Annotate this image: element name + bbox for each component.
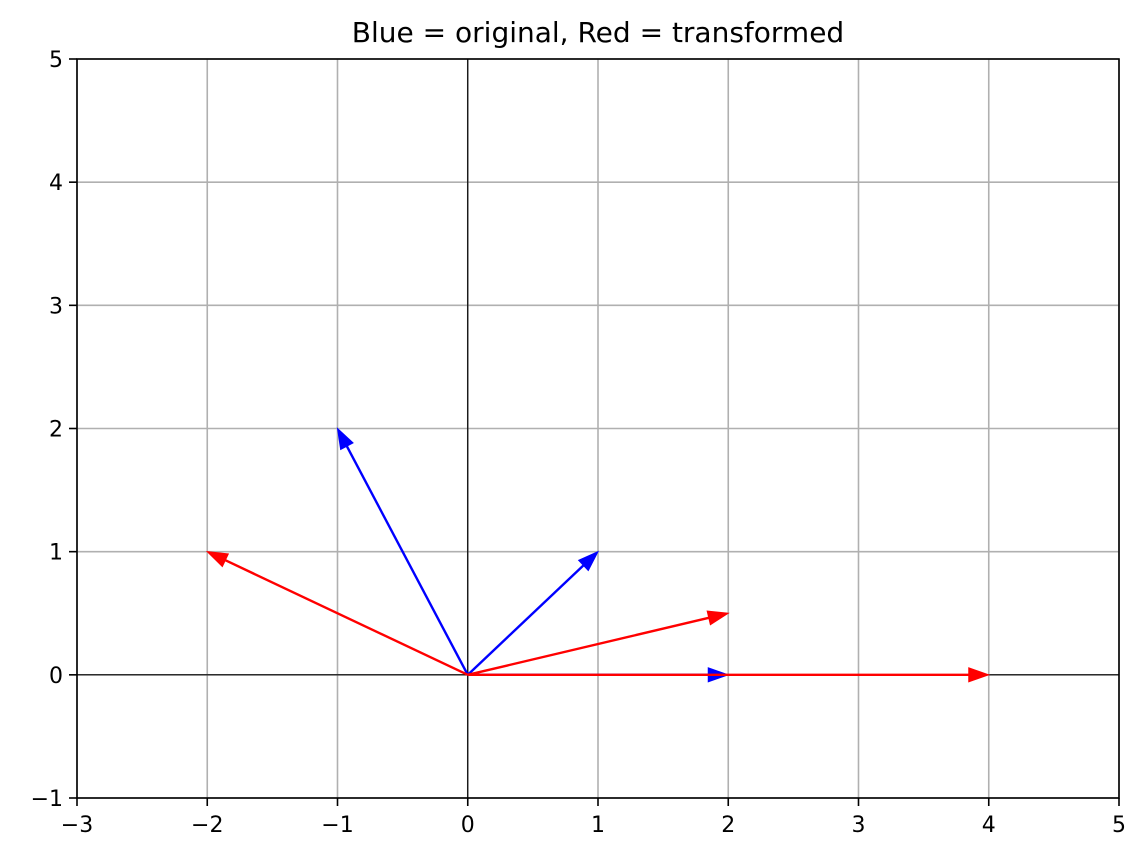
y-tick-label: 2 [49,418,63,443]
grid-layer [76,58,1120,799]
x-tick-label: 1 [591,813,605,838]
y-tick-label: 4 [49,171,63,196]
original-vector-head [577,550,600,572]
y-tick-label: 1 [49,541,63,566]
y-tick-label: −1 [31,787,63,812]
transformed-vector-head [706,610,730,626]
x-tick-label: −2 [191,813,223,838]
transformed-vector-shaft [467,616,710,677]
x-tick-label: 3 [852,813,866,838]
x-tick-label: −1 [321,813,353,838]
tick-layer: −3 −2 −1 0 1 2 3 4 5 −1 0 1 2 3 4 5 [31,48,1126,838]
x-tick-label: 5 [1112,813,1126,838]
y-tick-label: 3 [49,294,63,319]
y-tick-label: 5 [49,48,63,73]
x-tick-label: 2 [721,813,735,838]
x-tick-label: −3 [61,813,93,838]
transformed-vector-shaft [224,559,469,676]
transformed-vector-head [968,667,991,683]
original-vector-shaft [466,564,585,676]
x-tick-label: 4 [982,813,996,838]
vector-layer [205,427,991,683]
transformed-vector-head [205,551,230,568]
original-vector-shaft [345,445,469,676]
y-tick-label: 0 [49,664,63,689]
x-tick-label: 0 [461,813,475,838]
chart-title: Blue = original, Red = transformed [352,16,844,49]
original-vector-head [336,427,354,451]
